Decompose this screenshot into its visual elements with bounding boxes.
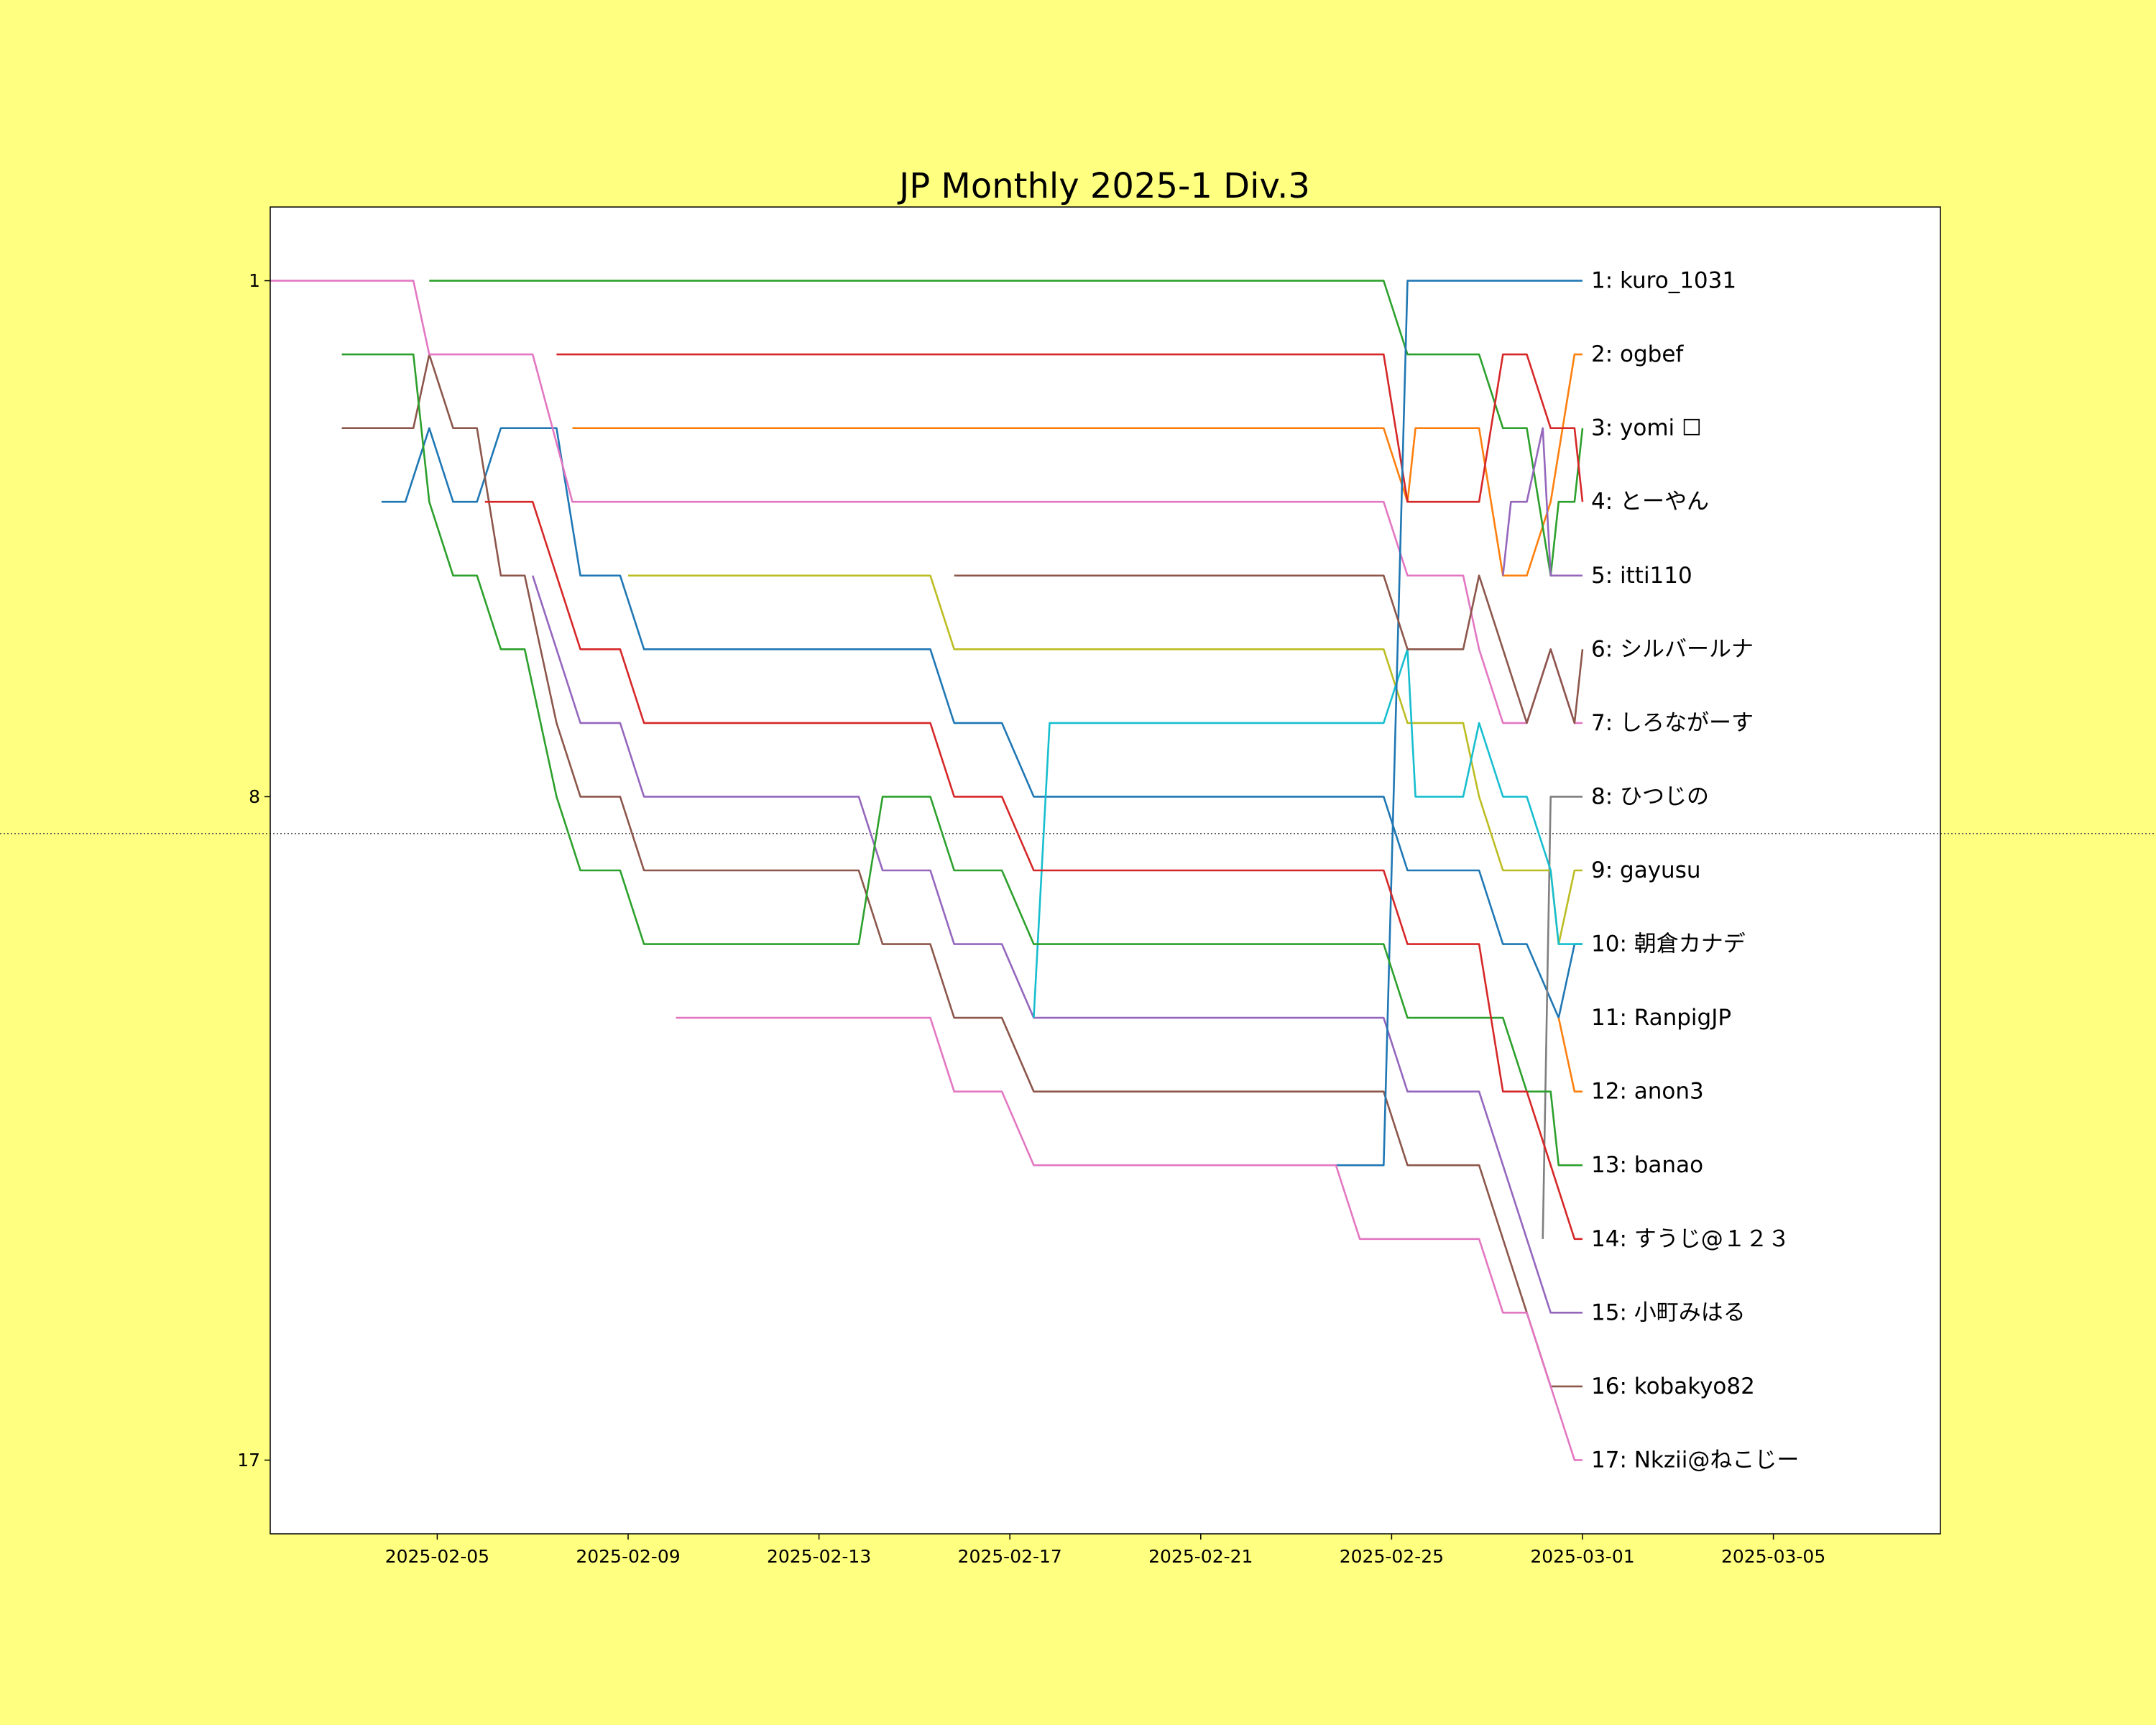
series-end-label: 1: kuro_1031 — [1591, 268, 1736, 294]
series-end-label: 11: RanpigJP — [1591, 1005, 1731, 1031]
series-end-label: 13: banao — [1591, 1152, 1703, 1178]
series-end-label: 17: Nkzii@ねこじー — [1591, 1447, 1799, 1473]
series-end-label: 5: itti110 — [1591, 563, 1692, 589]
x-tick-label: 2025-02-13 — [767, 1546, 871, 1567]
series-end-label: 7: しろながーす — [1591, 710, 1754, 736]
series-end-label: 14: すうじ@１２３ — [1591, 1226, 1790, 1252]
series-line-3-yomi — [429, 280, 1584, 577]
series-line-4-series — [556, 353, 1584, 503]
series-end-label: 12: anon3 — [1591, 1079, 1704, 1105]
series-end-label: 10: 朝倉カナデ — [1591, 932, 1746, 957]
series-line-12-anon3 — [1557, 1017, 1583, 1092]
series-end-label: 16: kobakyo82 — [1591, 1374, 1755, 1399]
series-end-label: 6: シルバールナ — [1591, 636, 1754, 662]
y-tick-label: 1 — [249, 270, 260, 291]
series-line-5-itti110 — [531, 575, 1583, 1314]
series-end-label: 9: gayusu — [1591, 857, 1701, 883]
series-line-11-ranpigjp — [1335, 280, 1583, 1167]
series-line-15-series — [1502, 427, 1583, 577]
series-line-10-series — [1033, 648, 1583, 1018]
x-tick-label: 2025-02-05 — [385, 1546, 489, 1567]
x-tick-label: 2025-02-17 — [958, 1546, 1062, 1567]
series-line-1-kuro-1031 — [381, 427, 1583, 1019]
series-line-16-kobakyo82 — [954, 574, 1584, 724]
y-tick-label: 8 — [249, 786, 260, 807]
series-line-17-nkzii — [676, 1016, 1583, 1461]
y-tick-label: 17 — [237, 1450, 260, 1471]
series-end-label: 15: 小町みはる — [1591, 1300, 1746, 1325]
x-tick-label: 2025-02-09 — [576, 1546, 680, 1567]
series-line-6-series — [341, 353, 1583, 1388]
series-end-label: 8: ひつじの — [1591, 783, 1709, 809]
series-line-14-series — [484, 500, 1583, 1241]
series-line-8-series — [1542, 796, 1583, 1239]
chart-title: JP Monthly 2025-1 Div.3 — [897, 166, 1310, 206]
series-end-label: 3: yomi ☐ — [1591, 415, 1702, 441]
x-tick-label: 2025-02-21 — [1148, 1546, 1253, 1567]
series-end-label: 4: とーやん — [1591, 489, 1709, 515]
x-tick-label: 2025-03-05 — [1721, 1546, 1825, 1567]
series-line-13-banao — [341, 353, 1583, 1167]
plot-frame — [270, 206, 1941, 1535]
series-end-label: 2: ogbef — [1591, 341, 1684, 367]
x-tick-label: 2025-02-25 — [1340, 1546, 1444, 1567]
x-tick-label: 2025-03-01 — [1530, 1546, 1634, 1567]
